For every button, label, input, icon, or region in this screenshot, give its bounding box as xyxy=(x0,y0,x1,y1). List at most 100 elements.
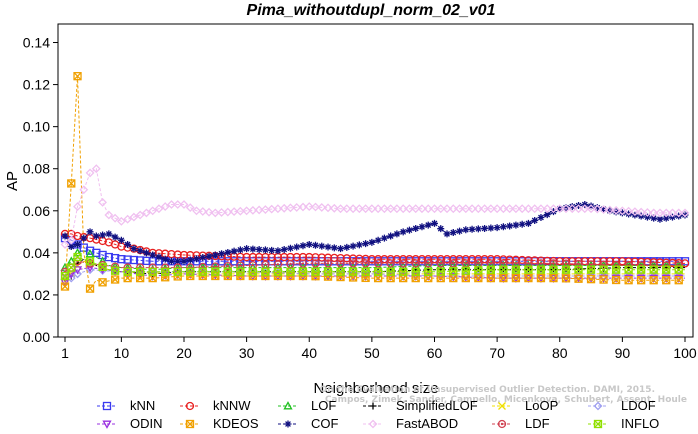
data-point xyxy=(593,204,601,212)
data-point xyxy=(362,240,370,248)
data-point xyxy=(656,215,664,223)
data-point xyxy=(311,259,320,268)
legend-marker xyxy=(593,419,603,429)
data-point xyxy=(461,273,470,283)
data-point xyxy=(242,252,251,262)
data-point xyxy=(160,202,170,212)
data-point xyxy=(511,204,521,214)
legend-label: kNNW xyxy=(213,398,251,413)
data-point xyxy=(536,273,546,283)
series-line xyxy=(64,250,685,271)
data-point xyxy=(499,265,508,274)
data-point xyxy=(562,204,570,212)
legend-marker xyxy=(497,419,507,429)
data-point xyxy=(387,232,395,240)
data-point xyxy=(329,203,339,213)
data-point xyxy=(674,208,684,218)
data-point xyxy=(674,265,683,274)
data-point xyxy=(655,208,665,218)
data-point xyxy=(549,204,558,214)
data-point xyxy=(98,262,107,272)
data-point xyxy=(149,251,157,259)
data-point xyxy=(173,267,182,276)
data-point xyxy=(430,255,439,264)
data-point xyxy=(311,202,320,212)
legend-item-ldf: LDF xyxy=(492,416,550,431)
y-axis-label: AP xyxy=(4,171,21,191)
data-point xyxy=(92,248,101,258)
data-point xyxy=(279,203,289,213)
data-point xyxy=(424,259,433,268)
data-point xyxy=(473,204,483,214)
legend-item-ldof: LDOF xyxy=(588,398,656,413)
data-point xyxy=(674,276,683,285)
legend-item-loop: LoOP xyxy=(492,398,558,413)
data-point xyxy=(417,204,427,214)
data-point xyxy=(342,204,352,214)
data-point xyxy=(368,238,376,246)
data-point xyxy=(386,204,396,214)
data-point xyxy=(80,234,88,242)
data-point xyxy=(374,236,382,244)
legend-item-knnw: kNNW xyxy=(180,398,251,413)
data-point xyxy=(599,275,608,284)
data-point xyxy=(618,257,627,266)
data-point xyxy=(223,269,232,278)
data-point xyxy=(66,235,76,245)
data-point xyxy=(643,213,651,221)
x-tick-label: 100 xyxy=(673,345,697,361)
data-point xyxy=(443,230,451,238)
data-point xyxy=(418,223,426,231)
legend-label: kNN xyxy=(130,398,155,413)
data-point xyxy=(60,271,70,281)
data-point xyxy=(574,259,583,269)
data-point xyxy=(298,259,308,268)
data-point xyxy=(386,259,395,268)
data-point xyxy=(349,242,357,250)
legend-marker xyxy=(102,420,112,429)
data-point xyxy=(85,246,95,255)
data-point xyxy=(286,267,295,276)
data-point xyxy=(223,261,232,271)
data-point xyxy=(254,257,264,266)
data-point xyxy=(442,204,452,214)
data-point xyxy=(549,259,558,268)
data-point xyxy=(624,276,633,285)
data-point xyxy=(154,204,164,214)
data-point xyxy=(373,267,383,276)
series-line xyxy=(64,203,686,262)
series-fastabod xyxy=(60,164,690,249)
data-point xyxy=(286,203,295,213)
data-point xyxy=(617,206,627,216)
data-point xyxy=(255,245,263,253)
data-point xyxy=(110,253,120,263)
data-point xyxy=(461,204,471,214)
data-point xyxy=(586,275,596,284)
data-point xyxy=(124,240,132,248)
data-point xyxy=(180,257,188,265)
data-point xyxy=(411,259,420,268)
data-point xyxy=(218,250,226,258)
series-inflo xyxy=(60,252,685,281)
series-layer xyxy=(60,72,690,293)
data-point xyxy=(330,244,338,252)
data-point xyxy=(235,206,245,216)
data-point xyxy=(474,273,483,283)
data-point xyxy=(461,266,470,275)
data-point xyxy=(292,203,302,212)
data-point xyxy=(280,245,288,253)
data-point xyxy=(141,208,151,218)
data-point xyxy=(205,252,213,260)
legend-item-simplifiedlof: SimplifiedLOF xyxy=(363,398,478,413)
legend-label: LDF xyxy=(525,416,550,431)
data-point xyxy=(110,275,120,284)
data-point xyxy=(73,72,82,81)
data-point xyxy=(223,207,233,217)
data-point xyxy=(486,265,496,275)
data-point xyxy=(330,253,339,263)
data-point xyxy=(85,284,95,293)
data-point xyxy=(72,266,83,275)
data-point xyxy=(248,205,258,215)
data-point xyxy=(117,255,126,264)
data-point xyxy=(605,257,614,266)
